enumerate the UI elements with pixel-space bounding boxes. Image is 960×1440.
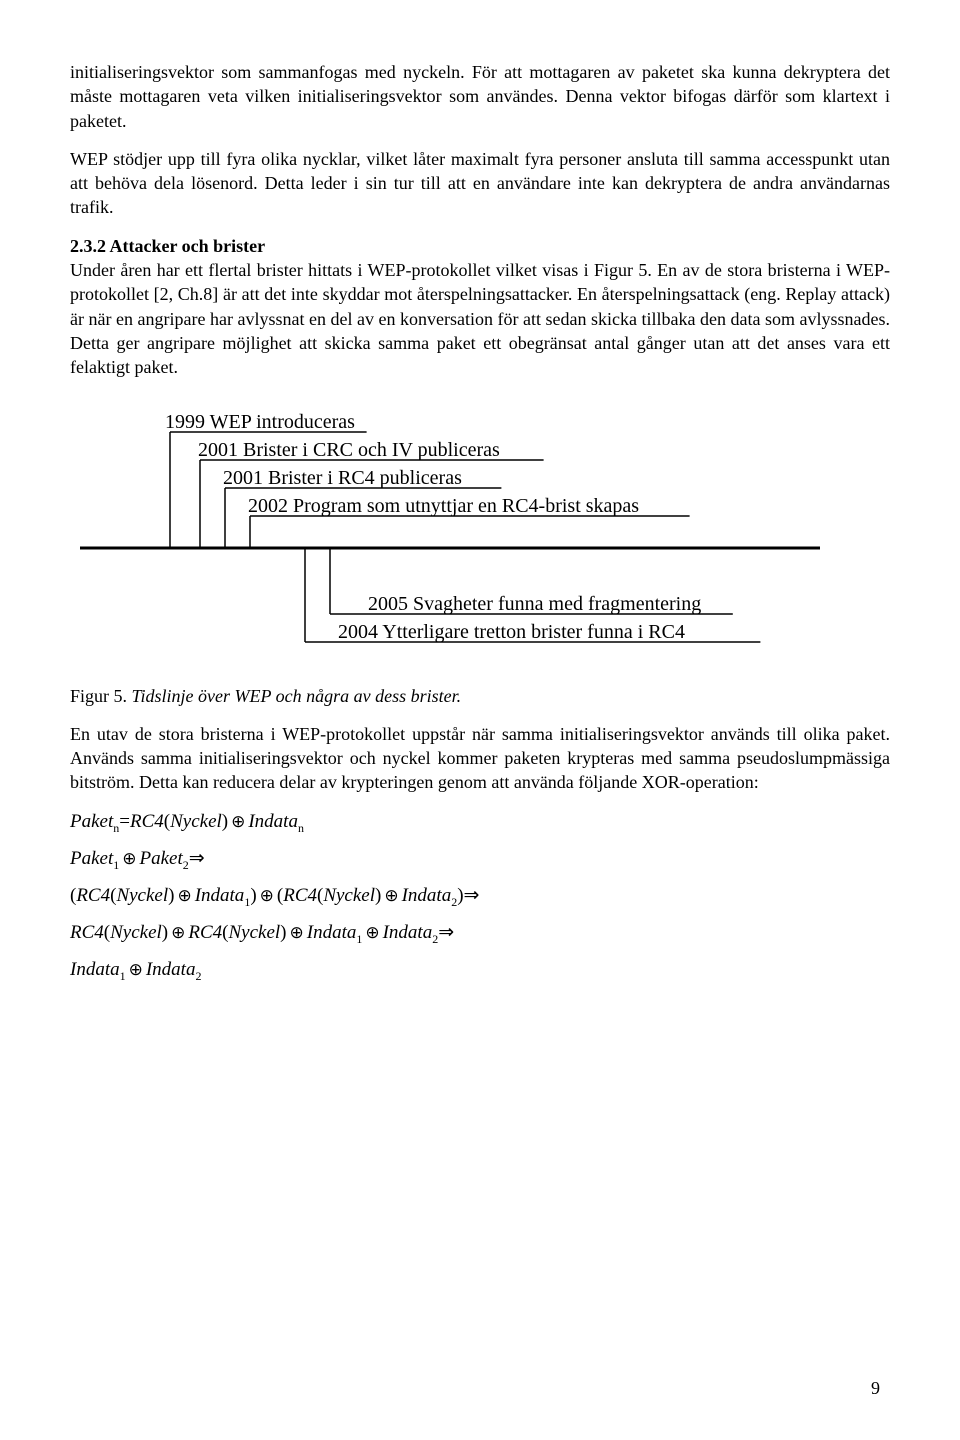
page-number: 9 (871, 1376, 880, 1400)
svg-text:2002 Program som utnyttjar en: 2002 Program som utnyttjar en RC4-brist … (248, 495, 639, 517)
svg-text:2004 Ytterligare tretton brist: 2004 Ytterligare tretton brister funna i… (338, 621, 685, 643)
equation-1: Paketn=RC4(Nyckel)⊕Indatan (70, 809, 890, 836)
equation-4: RC4(Nyckel)⊕RC4(Nyckel)⊕Indata1⊕Indata2⇒ (70, 920, 890, 947)
figure-5-caption: Figur 5. Tidslinje över WEP och några av… (70, 684, 890, 708)
svg-text:1999 WEP introduceras: 1999 WEP introduceras (165, 411, 355, 433)
svg-text:2001 Brister i RC4 publiceras: 2001 Brister i RC4 publiceras (223, 467, 462, 489)
figure-5-timeline: 1999 WEP introduceras 2001 Brister i CRC … (70, 398, 890, 678)
svg-text:2005 Svagheter funna med fragm: 2005 Svagheter funna med fragmentering (368, 593, 701, 615)
caption-text: Tidslinje över WEP och några av dess bri… (132, 686, 462, 706)
section-2-3-2: 2.3.2 Attacker och brister Under åren ha… (70, 234, 890, 380)
caption-number: Figur 5. (70, 686, 127, 706)
paragraph-1: initialiseringsvektor som sammanfogas me… (70, 60, 890, 133)
paragraph-3: En utav de stora bristerna i WEP-protoko… (70, 722, 890, 795)
equation-5: Indata1⊕Indata2 (70, 957, 890, 984)
section-body: Under åren har ett flertal brister hitta… (70, 260, 890, 377)
svg-text:2001 Brister i CRC och IV publ: 2001 Brister i CRC och IV publiceras (198, 439, 500, 461)
equation-2: Paket1⊕Paket2⇒ (70, 846, 890, 873)
equation-3: (RC4(Nyckel)⊕Indata1)⊕(RC4(Nyckel)⊕Indat… (70, 883, 890, 910)
timeline-svg: 1999 WEP introduceras 2001 Brister i CRC … (70, 398, 830, 678)
section-heading: 2.3.2 Attacker och brister (70, 236, 265, 256)
paragraph-2: WEP stödjer upp till fyra olika nycklar,… (70, 147, 890, 220)
